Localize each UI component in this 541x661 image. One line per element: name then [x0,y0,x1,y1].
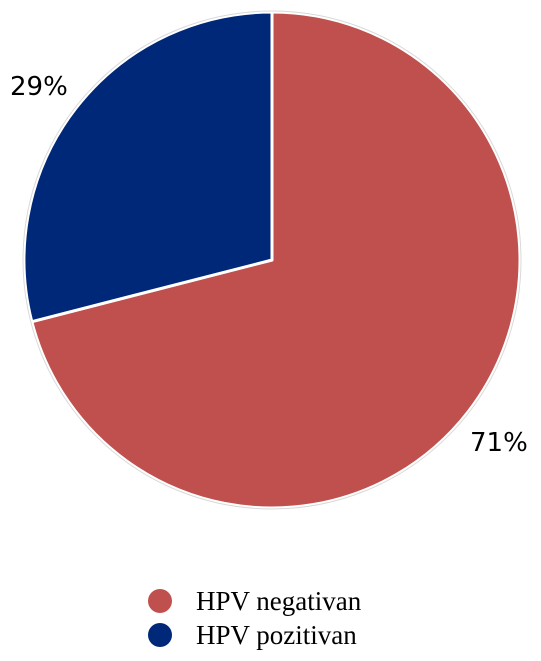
legend-marker-hpv-negativan [148,589,172,613]
legend-item-hpv-pozitivan: HPV pozitivan [148,618,357,652]
pie-outline [22,10,522,510]
legend-marker-hpv-pozitivan [148,623,172,647]
pie-slice-hpv-pozitivan [22,10,274,324]
legend-label-hpv-pozitivan: HPV pozitivan [196,619,357,650]
slice-label-hpv-negativan: 71% [470,428,528,458]
pie-slice-hpv-negativan [30,10,522,510]
legend-label-hpv-negativan: HPV negativan [196,585,362,616]
slice-label-hpv-pozitivan: 29% [10,72,68,102]
legend-item-hpv-negativan: HPV negativan [148,584,361,618]
pie-slices [22,10,522,510]
